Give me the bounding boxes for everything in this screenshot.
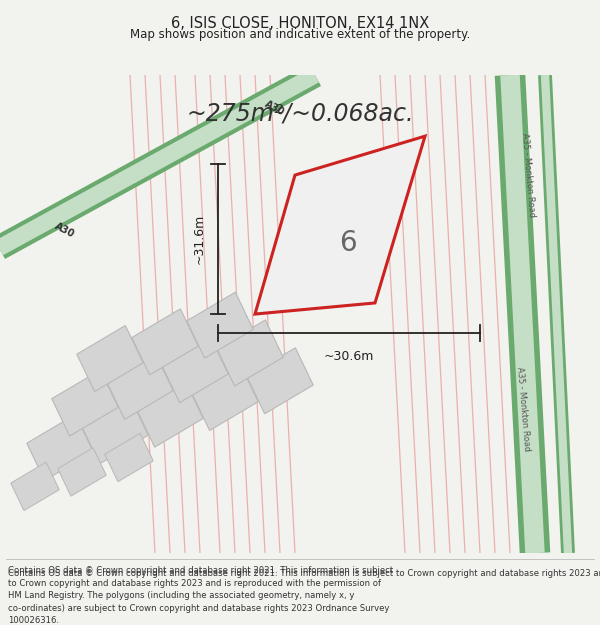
Polygon shape xyxy=(132,309,198,375)
Text: A30: A30 xyxy=(53,221,77,240)
Polygon shape xyxy=(11,462,59,511)
Text: 6: 6 xyxy=(338,229,356,257)
Polygon shape xyxy=(162,337,228,402)
Polygon shape xyxy=(58,448,106,496)
Text: co-ordinates) are subject to Crown copyright and database rights 2023 Ordnance S: co-ordinates) are subject to Crown copyr… xyxy=(8,604,389,612)
Polygon shape xyxy=(27,414,93,481)
Text: ~31.6m: ~31.6m xyxy=(193,214,206,264)
Polygon shape xyxy=(247,348,313,414)
Polygon shape xyxy=(192,364,258,431)
Text: Contains OS data © Crown copyright and database right 2021. This information is : Contains OS data © Crown copyright and d… xyxy=(8,566,393,575)
Polygon shape xyxy=(217,320,283,386)
Text: 100026316.: 100026316. xyxy=(8,616,59,625)
Text: A35 - Monkton Road: A35 - Monkton Road xyxy=(515,366,531,451)
Text: ~275m²/~0.068ac.: ~275m²/~0.068ac. xyxy=(186,102,414,126)
Polygon shape xyxy=(187,292,253,358)
Polygon shape xyxy=(52,370,118,436)
Polygon shape xyxy=(255,136,425,314)
Polygon shape xyxy=(137,381,203,447)
Text: Contains OS data © Crown copyright and database right 2021. This information is : Contains OS data © Crown copyright and d… xyxy=(8,569,600,578)
Polygon shape xyxy=(82,398,148,464)
Text: HM Land Registry. The polygons (including the associated geometry, namely x, y: HM Land Registry. The polygons (includin… xyxy=(8,591,354,600)
Text: to Crown copyright and database rights 2023 and is reproduced with the permissio: to Crown copyright and database rights 2… xyxy=(8,579,381,587)
Text: A30: A30 xyxy=(263,99,287,118)
Text: Map shows position and indicative extent of the property.: Map shows position and indicative extent… xyxy=(130,28,470,41)
Text: A35 - Monkton Road: A35 - Monkton Road xyxy=(520,132,536,218)
Text: 6, ISIS CLOSE, HONITON, EX14 1NX: 6, ISIS CLOSE, HONITON, EX14 1NX xyxy=(171,16,429,31)
Polygon shape xyxy=(105,433,153,482)
Polygon shape xyxy=(107,353,173,419)
Polygon shape xyxy=(77,326,143,391)
Text: ~30.6m: ~30.6m xyxy=(324,349,374,362)
